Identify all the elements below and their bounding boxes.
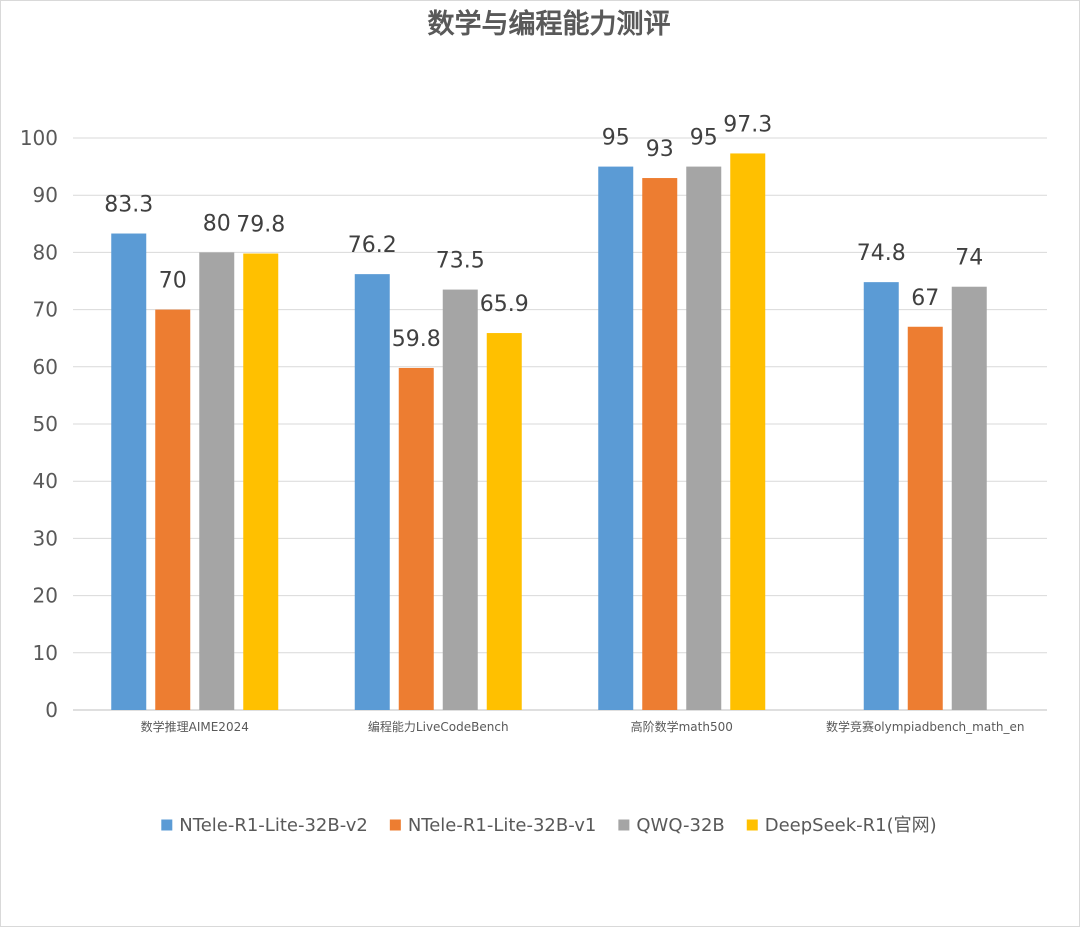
data-label: 59.8 bbox=[392, 327, 441, 352]
y-tick-label: 100 bbox=[20, 126, 58, 150]
legend-label: DeepSeek-R1(官网) bbox=[765, 815, 937, 836]
y-tick-label: 60 bbox=[33, 355, 58, 379]
y-tick-label: 90 bbox=[33, 183, 58, 207]
chart-title: 数学与编程能力测评 bbox=[428, 8, 671, 40]
data-label: 79.8 bbox=[236, 213, 285, 238]
data-label: 73.5 bbox=[436, 249, 485, 274]
x-tick-label: 数学推理AIME2024 bbox=[141, 719, 249, 734]
data-label: 95 bbox=[602, 126, 630, 151]
x-tick-label: 数学竞赛olympiadbench_math_en bbox=[826, 719, 1025, 734]
gridlines bbox=[73, 137, 1047, 711]
bar bbox=[111, 233, 147, 711]
y-tick-label: 10 bbox=[33, 641, 58, 665]
data-label: 70 bbox=[159, 269, 187, 294]
bar bbox=[642, 178, 678, 711]
legend-swatch bbox=[389, 819, 401, 831]
legend-item: NTele-R1-Lite-32B-v2 bbox=[161, 815, 368, 836]
bar bbox=[730, 153, 766, 711]
y-tick-label: 80 bbox=[33, 240, 58, 264]
legend-label: NTele-R1-Lite-32B-v2 bbox=[179, 815, 368, 836]
bars bbox=[111, 153, 987, 711]
legend-item: NTele-R1-Lite-32B-v1 bbox=[389, 815, 597, 836]
y-tick-label: 30 bbox=[33, 526, 58, 550]
data-label: 65.9 bbox=[480, 292, 529, 317]
data-label: 83.3 bbox=[104, 193, 153, 218]
bar bbox=[442, 289, 478, 710]
bar bbox=[598, 166, 634, 711]
bar bbox=[486, 333, 522, 710]
data-label: 76.2 bbox=[348, 233, 397, 258]
bar bbox=[243, 253, 279, 710]
bar bbox=[907, 326, 943, 710]
y-tick-label: 40 bbox=[33, 469, 58, 493]
bar bbox=[951, 286, 987, 710]
legend-label: NTele-R1-Lite-32B-v1 bbox=[408, 815, 597, 836]
bar bbox=[398, 367, 434, 710]
bar bbox=[155, 309, 191, 710]
bar bbox=[199, 252, 235, 710]
y-tick-label: 20 bbox=[33, 584, 58, 608]
data-label: 97.3 bbox=[723, 112, 772, 137]
legend-item: DeepSeek-R1(官网) bbox=[746, 815, 937, 836]
y-tick-label: 50 bbox=[33, 412, 58, 436]
bar bbox=[354, 274, 390, 710]
legend-item: QWQ-32B bbox=[618, 815, 725, 836]
x-tick-label: 高阶数学math500 bbox=[631, 719, 733, 734]
y-tick-label: 70 bbox=[33, 298, 58, 322]
data-label: 74 bbox=[955, 246, 983, 271]
legend-label: QWQ-32B bbox=[636, 815, 724, 836]
legend-swatch bbox=[618, 819, 630, 831]
legend: NTele-R1-Lite-32B-v2 NTele-R1-Lite-32B-v1… bbox=[161, 815, 937, 836]
data-label: 95 bbox=[690, 126, 718, 151]
x-tick-label: 编程能力LiveCodeBench bbox=[368, 719, 509, 734]
bar bbox=[863, 282, 899, 710]
data-label: 67 bbox=[911, 286, 939, 311]
legend-swatch bbox=[746, 819, 758, 831]
data-label: 74.8 bbox=[857, 241, 906, 266]
data-label: 80 bbox=[203, 211, 231, 236]
y-axis-ticks: 0 10 20 30 40 50 60 70 80 90 100 bbox=[20, 126, 58, 722]
data-label: 93 bbox=[646, 137, 674, 162]
y-tick-label: 0 bbox=[45, 698, 58, 722]
bar bbox=[686, 166, 722, 711]
x-axis-ticks: 数学推理AIME2024 编程能力LiveCodeBench 高阶数学math500… bbox=[141, 719, 1025, 734]
legend-swatch bbox=[161, 819, 173, 831]
